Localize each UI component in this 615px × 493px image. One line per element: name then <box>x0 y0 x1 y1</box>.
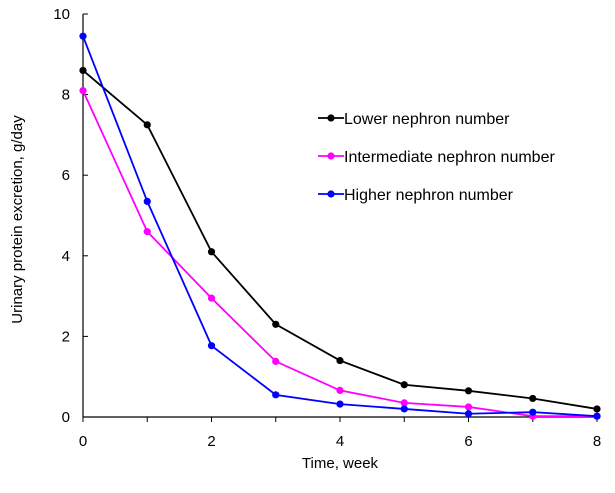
data-point <box>272 357 280 365</box>
data-point <box>143 121 151 129</box>
x-axis-title: Time, week <box>302 455 379 472</box>
data-point <box>336 400 344 408</box>
data-point <box>529 394 537 403</box>
series-line <box>82 90 597 418</box>
y-tick-label: 4 <box>62 248 70 265</box>
data-point <box>336 356 344 365</box>
legend-marker <box>327 114 335 122</box>
data-point <box>143 197 151 205</box>
data-point <box>272 391 280 399</box>
series-3 <box>79 32 601 420</box>
data-point <box>207 342 216 350</box>
series-2 <box>79 86 601 420</box>
data-point <box>400 381 408 389</box>
data-point <box>529 408 537 416</box>
axes: 0 2 4 6 8 10 0 2 4 6 8 <box>53 6 601 450</box>
x-tick-label: 2 <box>207 433 215 450</box>
data-point <box>207 294 216 302</box>
y-axis-title: Urinary protein excretion, g/day <box>9 115 26 324</box>
y-tick-label: 2 <box>62 328 70 345</box>
x-tick-label: 0 <box>79 433 87 450</box>
legend-entry: Lower nephron number <box>318 111 510 128</box>
legend-label: Higher nephron number <box>344 187 514 204</box>
data-point <box>79 66 87 75</box>
y-tick-label: 0 <box>62 409 70 426</box>
legend-label: Intermediate nephron number <box>344 149 555 166</box>
legend-entry: Higher nephron number <box>318 187 514 204</box>
data-point <box>143 228 151 236</box>
y-tick-label: 8 <box>62 87 70 104</box>
legend-label: Lower nephron number <box>344 111 510 128</box>
series-layer <box>79 32 601 420</box>
data-point <box>79 86 87 95</box>
data-point <box>400 405 408 413</box>
data-point <box>464 403 473 411</box>
x-tick-label: 6 <box>464 433 472 450</box>
legend-marker <box>327 152 335 160</box>
x-tick-label: 4 <box>336 433 344 450</box>
legend-entry: Intermediate nephron number <box>318 149 555 166</box>
series-1 <box>79 66 601 413</box>
legend: Lower nephron number Intermediate nephron… <box>318 111 555 204</box>
y-tick-label: 10 <box>53 6 70 23</box>
data-point <box>272 320 280 328</box>
data-point <box>79 32 87 40</box>
data-point <box>400 399 408 407</box>
y-tick-label: 6 <box>62 167 70 184</box>
data-point <box>336 386 344 395</box>
data-point <box>464 410 473 418</box>
data-point <box>593 412 601 420</box>
data-point <box>464 387 473 395</box>
x-tick-label: 8 <box>593 433 601 450</box>
data-point <box>207 248 216 256</box>
legend-marker <box>327 190 335 198</box>
data-point <box>593 405 601 413</box>
